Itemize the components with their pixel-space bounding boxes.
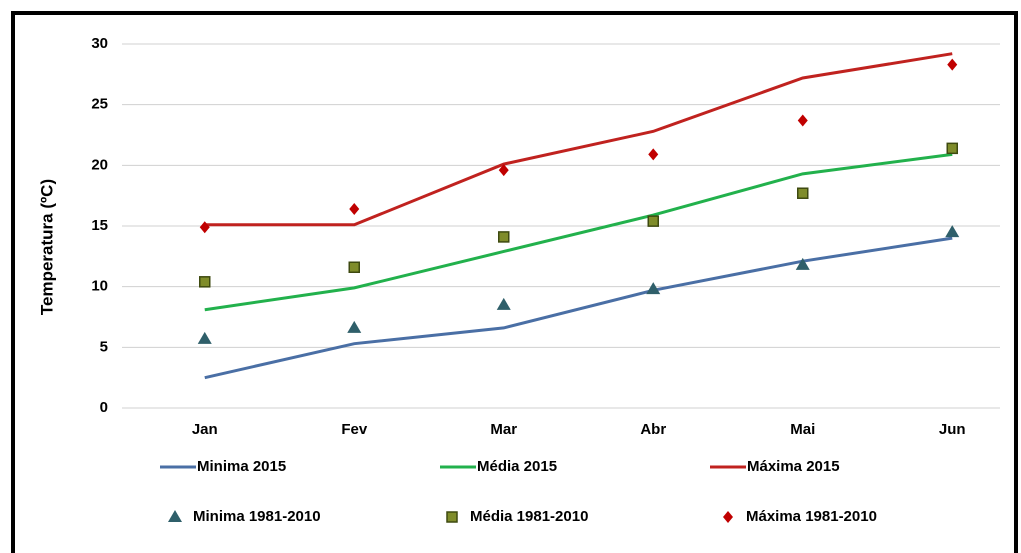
legend-label: Média 2015 [477, 458, 557, 475]
triangle-marker [347, 320, 362, 333]
diamond-marker [199, 221, 210, 234]
triangle-marker [646, 282, 661, 295]
legend-label: Minima 2015 [197, 458, 286, 475]
diamond-marker [723, 511, 733, 523]
legend-label: Média 1981-2010 [470, 508, 588, 525]
square-marker [797, 187, 809, 199]
diamond-marker [947, 58, 958, 71]
square-marker [446, 511, 458, 523]
square-marker [348, 261, 360, 274]
triangle-marker [496, 297, 511, 310]
frame [11, 11, 1018, 553]
square-marker [647, 215, 659, 227]
x-tick-label: Mar [490, 421, 517, 438]
y-tick-label: 15 [91, 217, 108, 234]
x-tick-label: Jan [192, 421, 218, 438]
triangle-marker [795, 257, 810, 270]
diamond-marker [797, 114, 808, 127]
legend-label: Máxima 2015 [747, 458, 840, 475]
y-tick-label: 10 [91, 278, 108, 295]
x-tick-label: Fev [341, 421, 368, 438]
triangle-marker [168, 510, 182, 522]
diamond-marker [349, 203, 360, 216]
legend-label: Máxima 1981-2010 [746, 508, 877, 525]
legend-label: Minima 1981-2010 [193, 508, 321, 525]
x-tick-label: Abr [640, 421, 666, 438]
y-tick-label: 20 [91, 156, 108, 173]
series-line [204, 152, 953, 312]
x-tick-label: Mai [790, 421, 815, 438]
y-axis-label: Temperatura (ºC) [37, 179, 56, 315]
y-tick-label: 5 [100, 338, 108, 355]
square-marker [946, 142, 958, 155]
square-marker [199, 276, 211, 288]
x-tick-label: Jun [939, 421, 966, 438]
series-line [204, 52, 953, 227]
triangle-marker [945, 225, 960, 238]
triangle-marker [197, 331, 212, 344]
y-tick-label: 30 [91, 35, 108, 52]
diamond-marker [498, 164, 509, 177]
series-line [204, 236, 953, 380]
y-tick-label: 0 [100, 399, 108, 416]
y-tick-label: 25 [91, 96, 108, 113]
square-marker [498, 231, 510, 243]
diamond-marker [648, 148, 659, 161]
